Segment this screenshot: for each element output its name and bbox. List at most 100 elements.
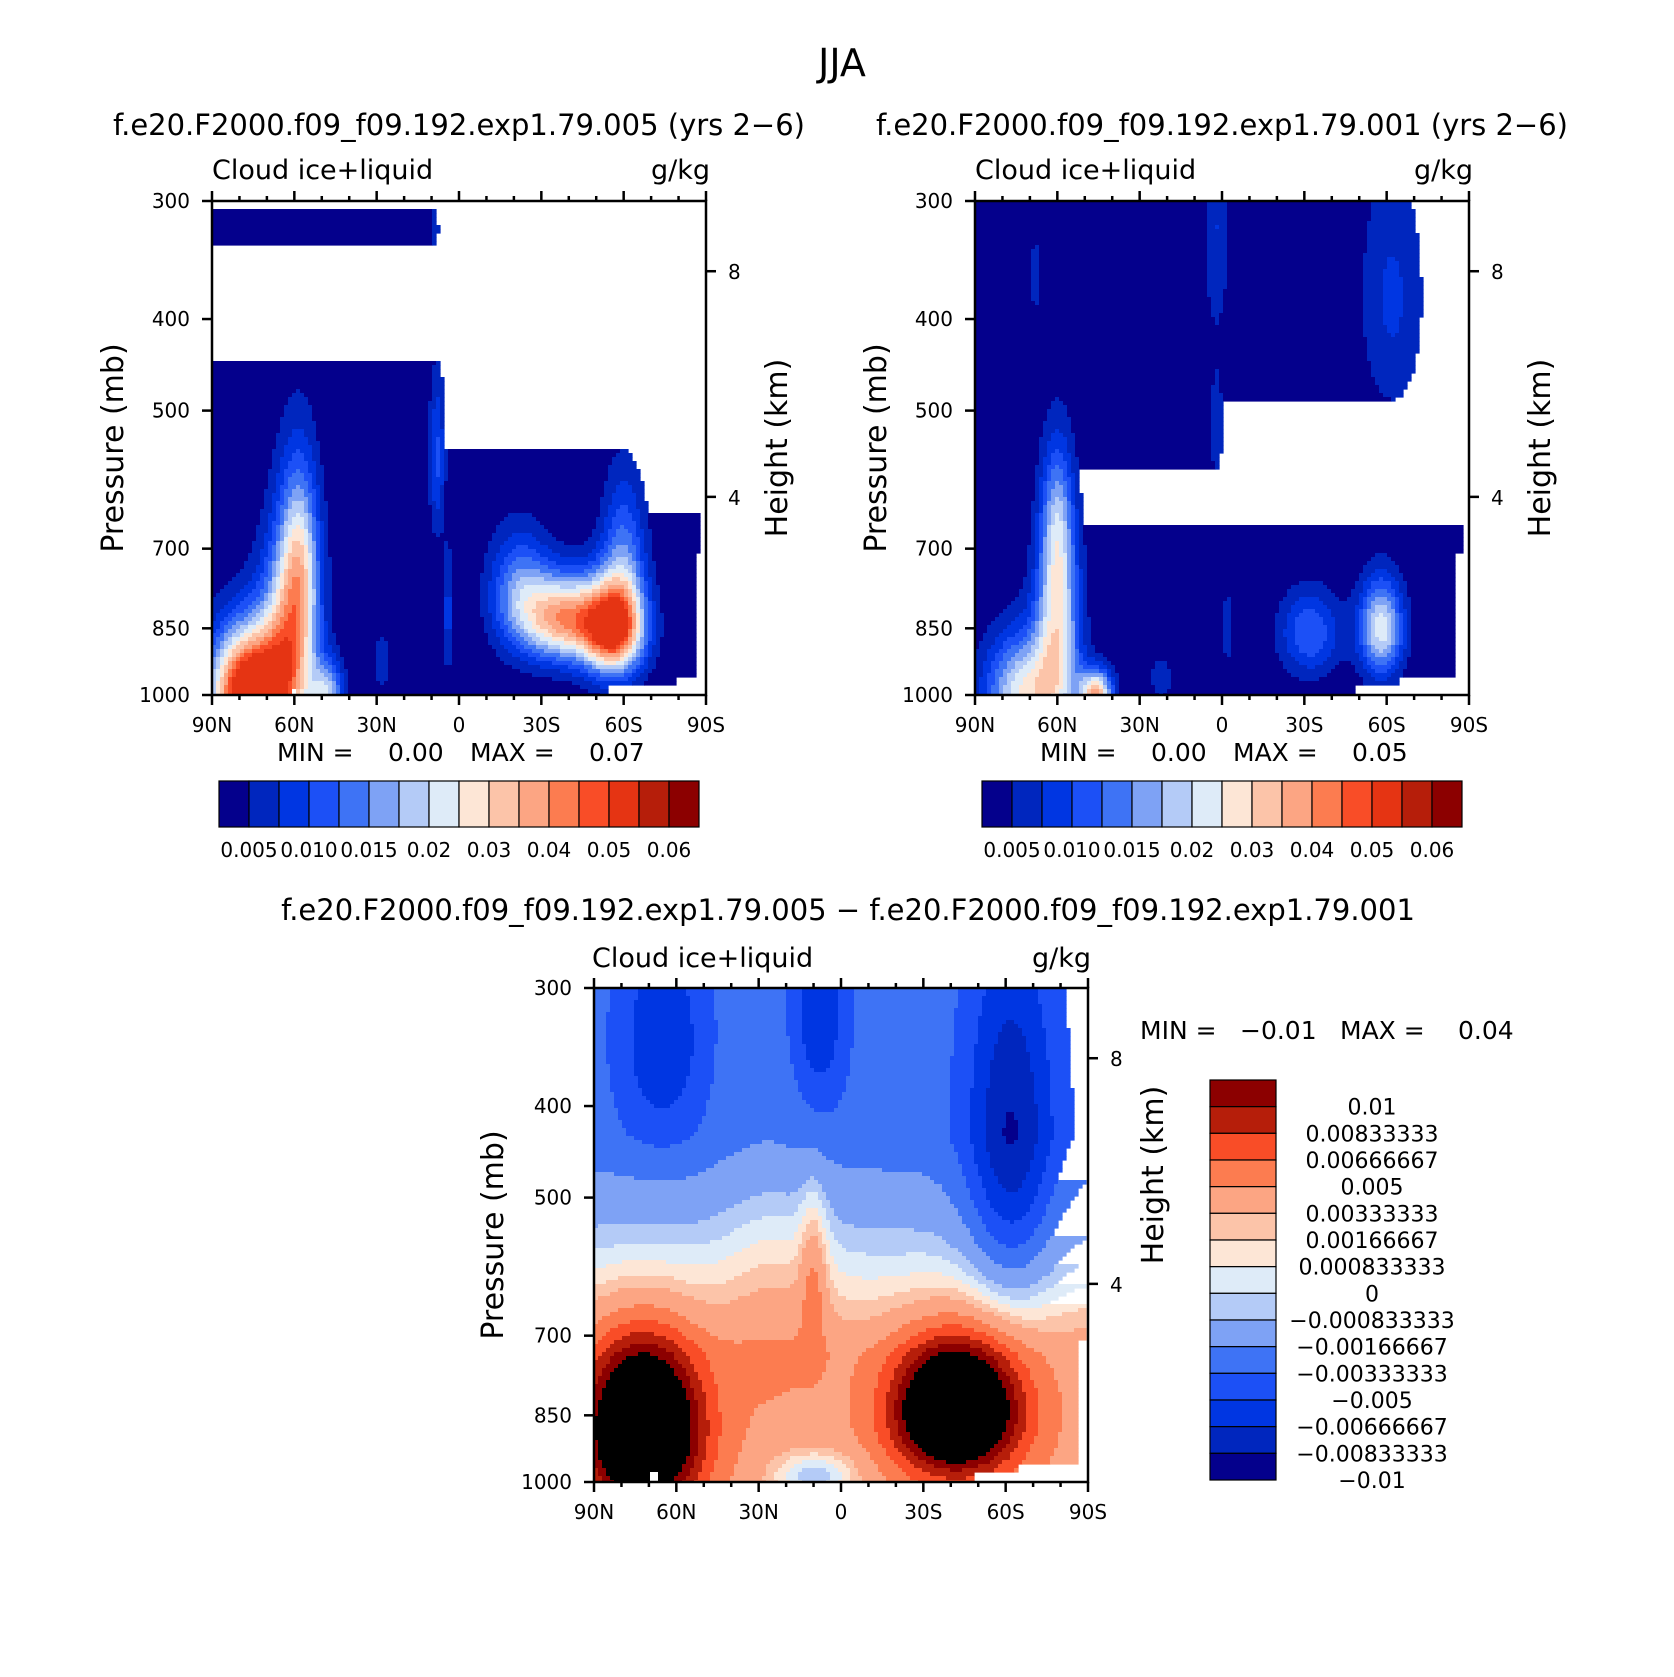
contour-band xyxy=(1039,593,1044,598)
contour-band xyxy=(272,553,277,558)
contour-band xyxy=(1035,545,1040,550)
contour-band xyxy=(432,469,437,474)
contour-band xyxy=(1063,669,1068,674)
max-value: 0.07 xyxy=(589,738,645,767)
contour-band xyxy=(618,1112,707,1117)
colorbar-label: 0.04 xyxy=(527,838,572,862)
contour-band xyxy=(656,613,665,618)
contour-band xyxy=(978,1288,991,1293)
contour-band xyxy=(1075,593,1080,598)
contour-band xyxy=(594,1236,723,1241)
contour-band xyxy=(212,573,237,578)
contour-band xyxy=(312,453,321,458)
contour-band xyxy=(1050,1200,1071,1205)
contour-band xyxy=(975,441,1040,446)
contour-band xyxy=(842,1096,951,1101)
contour-band xyxy=(726,1156,827,1161)
contour-band xyxy=(1002,1024,1019,1029)
contour-band xyxy=(1051,553,1056,558)
contour-band xyxy=(304,681,309,686)
contour-band xyxy=(284,453,293,458)
contour-band xyxy=(1339,597,1348,602)
contour-band xyxy=(256,605,265,610)
contour-band xyxy=(1046,1212,1063,1217)
contour-band xyxy=(1050,1084,1071,1089)
contour-band xyxy=(1027,557,1036,562)
contour-band xyxy=(312,541,317,546)
contour-band xyxy=(432,489,441,494)
contour-band xyxy=(1303,609,1316,614)
contour-band xyxy=(272,457,281,462)
contour-band xyxy=(1047,609,1052,614)
contour-band xyxy=(312,477,317,482)
contour-band xyxy=(512,605,517,610)
contour-band xyxy=(686,1084,711,1089)
contour-band xyxy=(604,545,609,550)
contour-band xyxy=(524,609,533,614)
contour-band xyxy=(220,645,225,650)
contour-band xyxy=(316,529,321,534)
contour-band xyxy=(798,1088,847,1093)
contour-band xyxy=(1399,641,1404,646)
contour-band xyxy=(432,481,445,486)
contour-band xyxy=(706,1352,831,1357)
contour-band xyxy=(594,1360,611,1365)
contour-band xyxy=(640,629,645,634)
contour-band xyxy=(810,1220,819,1225)
contour-band xyxy=(1383,289,1404,294)
contour-band xyxy=(308,561,313,566)
contour-band xyxy=(1391,617,1396,622)
contour-band xyxy=(312,501,317,506)
contour-band xyxy=(348,673,377,678)
contour-band xyxy=(1043,601,1048,606)
contour-band xyxy=(1047,553,1052,558)
contour-band xyxy=(612,493,637,498)
contour-band xyxy=(1071,489,1076,494)
contour-band xyxy=(444,521,501,526)
contour-band xyxy=(280,429,293,434)
contour-band xyxy=(594,1004,611,1009)
contour-band xyxy=(640,633,645,638)
contour-band xyxy=(216,677,221,682)
contour-band xyxy=(1079,637,1084,642)
contour-band xyxy=(806,1192,819,1197)
contour-band xyxy=(1031,537,1036,542)
contour-band xyxy=(1395,597,1400,602)
contour-band xyxy=(838,1216,963,1221)
contour-band xyxy=(954,1008,983,1013)
contour-band xyxy=(636,557,641,562)
contour-band xyxy=(428,473,433,478)
contour-band xyxy=(428,409,433,414)
contour-band xyxy=(256,597,265,602)
contour-band xyxy=(520,649,533,654)
contour-band xyxy=(1015,665,1024,670)
contour-band xyxy=(842,1244,951,1249)
contour-band xyxy=(224,629,229,634)
contour-band xyxy=(975,249,1032,254)
contour-band xyxy=(316,633,321,638)
contour-band xyxy=(962,1268,979,1273)
contour-band xyxy=(496,617,505,622)
contour-band xyxy=(822,1216,827,1221)
contour-band xyxy=(1071,653,1076,658)
contour-band xyxy=(428,417,433,422)
contour-band xyxy=(1079,545,1088,550)
contour-band xyxy=(252,549,261,554)
contour-band xyxy=(272,585,277,590)
contour-band xyxy=(1054,1188,1079,1193)
contour-band xyxy=(440,405,445,410)
contour-band xyxy=(296,641,301,646)
height-tick-label: 4 xyxy=(728,486,741,510)
contour-band xyxy=(1050,1072,1071,1077)
contour-band xyxy=(632,657,637,662)
contour-band xyxy=(982,1340,999,1345)
contour-band xyxy=(320,561,325,566)
contour-band xyxy=(608,505,621,510)
contour-band xyxy=(994,1280,1039,1285)
contour-band xyxy=(576,637,585,642)
contour-band xyxy=(1039,561,1044,566)
contour-band xyxy=(1055,557,1064,562)
contour-band xyxy=(1026,1176,1043,1181)
contour-band xyxy=(1071,517,1076,522)
contour-band xyxy=(312,409,429,414)
